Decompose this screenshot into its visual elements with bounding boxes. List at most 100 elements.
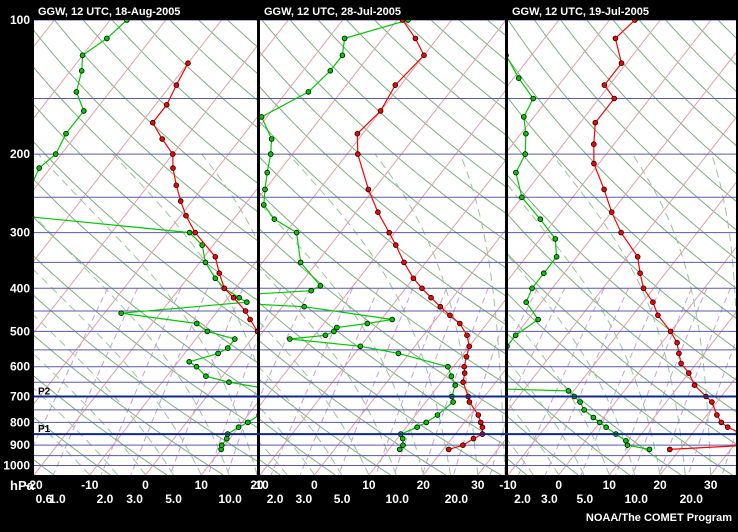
pressure-tick-label: 100 [10, 13, 30, 27]
temperature-point [164, 102, 169, 107]
dewpoint-point [524, 300, 529, 305]
temperature-point [686, 371, 691, 376]
dewpoint-point [64, 131, 69, 136]
dewpoint-point [435, 413, 440, 418]
mixing-ratio-tick-label: 5.0 [577, 492, 594, 506]
mixing-ratio-tick-label: 5.0 [334, 492, 351, 506]
temperature-point [619, 61, 624, 66]
dewpoint-point [530, 286, 535, 291]
mixing-ratio-tick-label: 5.0 [165, 492, 182, 506]
temperature-tick-label: 0 [311, 478, 318, 492]
dewpoint-point [538, 217, 543, 222]
temperature-point [602, 187, 607, 192]
temperature-point [170, 152, 175, 157]
dewpoint-point [309, 288, 314, 293]
marker-label-p1: P1 [38, 424, 51, 435]
temperature-point [150, 120, 155, 125]
temperature-point [677, 351, 682, 356]
temperature-point [467, 344, 472, 349]
temperature-point [387, 230, 392, 235]
dewpoint-point [213, 276, 218, 281]
mixing-ratio-tick-label: 10.0 [625, 492, 649, 506]
temperature-point [461, 380, 466, 385]
temperature-point [457, 321, 462, 326]
dewpoint-point [194, 321, 199, 326]
dewpoint-point [342, 36, 347, 41]
dewpoint-point [340, 53, 345, 58]
temperature-point [675, 340, 680, 345]
temperature-point [184, 213, 189, 218]
dewpoint-point [520, 195, 525, 200]
temperature-point [248, 317, 253, 322]
pressure-tick-label: 700 [10, 390, 30, 404]
temperature-point [476, 413, 481, 418]
panel-background [508, 20, 736, 475]
temperature-point [160, 137, 165, 142]
dewpoint-point [298, 260, 303, 265]
dewpoint-point [318, 283, 323, 288]
dewpoint-point [216, 351, 221, 356]
dewpoint-point [400, 436, 405, 441]
temperature-point [602, 83, 607, 88]
dewpoint-point [187, 359, 192, 364]
pressure-tick-label: 400 [10, 281, 30, 295]
mixing-ratio-tick-label: 2.0 [97, 492, 114, 506]
dewpoint-point [79, 68, 84, 73]
mixing-ratio-tick-label: 3.0 [541, 492, 558, 506]
dewpoint-point [396, 351, 401, 356]
dewpoint-point [513, 333, 518, 338]
temperature-point [355, 152, 360, 157]
dewpoint-point [74, 90, 79, 95]
temperature-point [635, 254, 640, 259]
dewpoint-point [294, 230, 299, 235]
dewpoint-point [265, 170, 270, 175]
dewpoint-point [244, 300, 249, 305]
temperature-point [619, 230, 624, 235]
temperature-point [471, 436, 476, 441]
temperature-point [393, 243, 398, 248]
dewpoint-point [524, 131, 529, 136]
temperature-point [413, 36, 418, 41]
temperature-point [438, 304, 443, 309]
temperature-tick-label: 10 [603, 478, 617, 492]
mixing-ratio-tick-label: 10.0 [386, 492, 410, 506]
temperature-point [656, 313, 661, 318]
temperature-point [243, 309, 248, 314]
dewpoint-point [261, 203, 266, 208]
temperature-point [366, 187, 371, 192]
dewpoint-point [516, 76, 521, 81]
temperature-point [641, 286, 646, 291]
pressure-tick-label: 500 [10, 324, 30, 338]
temperature-point [376, 210, 381, 215]
temperature-point [429, 295, 434, 300]
dewpoint-point [597, 420, 602, 425]
temperature-point [480, 425, 485, 430]
marker-label-p2: P2 [38, 387, 51, 398]
pressure-tick-label: 800 [10, 415, 30, 429]
dewpoint-point [80, 53, 85, 58]
panel-title: GGW, 12 UTC, 28-Jul-2005 [264, 6, 401, 18]
pressure-axis-unit: hPa [10, 478, 35, 493]
temperature-point [461, 443, 466, 448]
temperature-point [171, 166, 176, 171]
temperature-point [609, 210, 614, 215]
mixing-ratio-tick-label: 3.0 [296, 492, 313, 506]
dewpoint-point [365, 321, 370, 326]
dewpoint-point [541, 271, 546, 276]
temperature-point [174, 183, 179, 188]
dewpoint-point [647, 447, 652, 452]
dewpoint-point [401, 443, 406, 448]
temperature-point [217, 271, 222, 276]
temperature-point [612, 96, 617, 101]
dewpoint-point [582, 408, 587, 413]
temperature-point [393, 83, 398, 88]
temperature-tick-label: 20 [653, 478, 667, 492]
temperature-tick-label: 0 [555, 478, 562, 492]
dewpoint-point [269, 137, 274, 142]
temperature-point [462, 364, 467, 369]
pressure-tick-label: 900 [10, 438, 30, 452]
temperature-point [193, 230, 198, 235]
mixing-ratio-tick-label: 10.0 [218, 492, 242, 506]
